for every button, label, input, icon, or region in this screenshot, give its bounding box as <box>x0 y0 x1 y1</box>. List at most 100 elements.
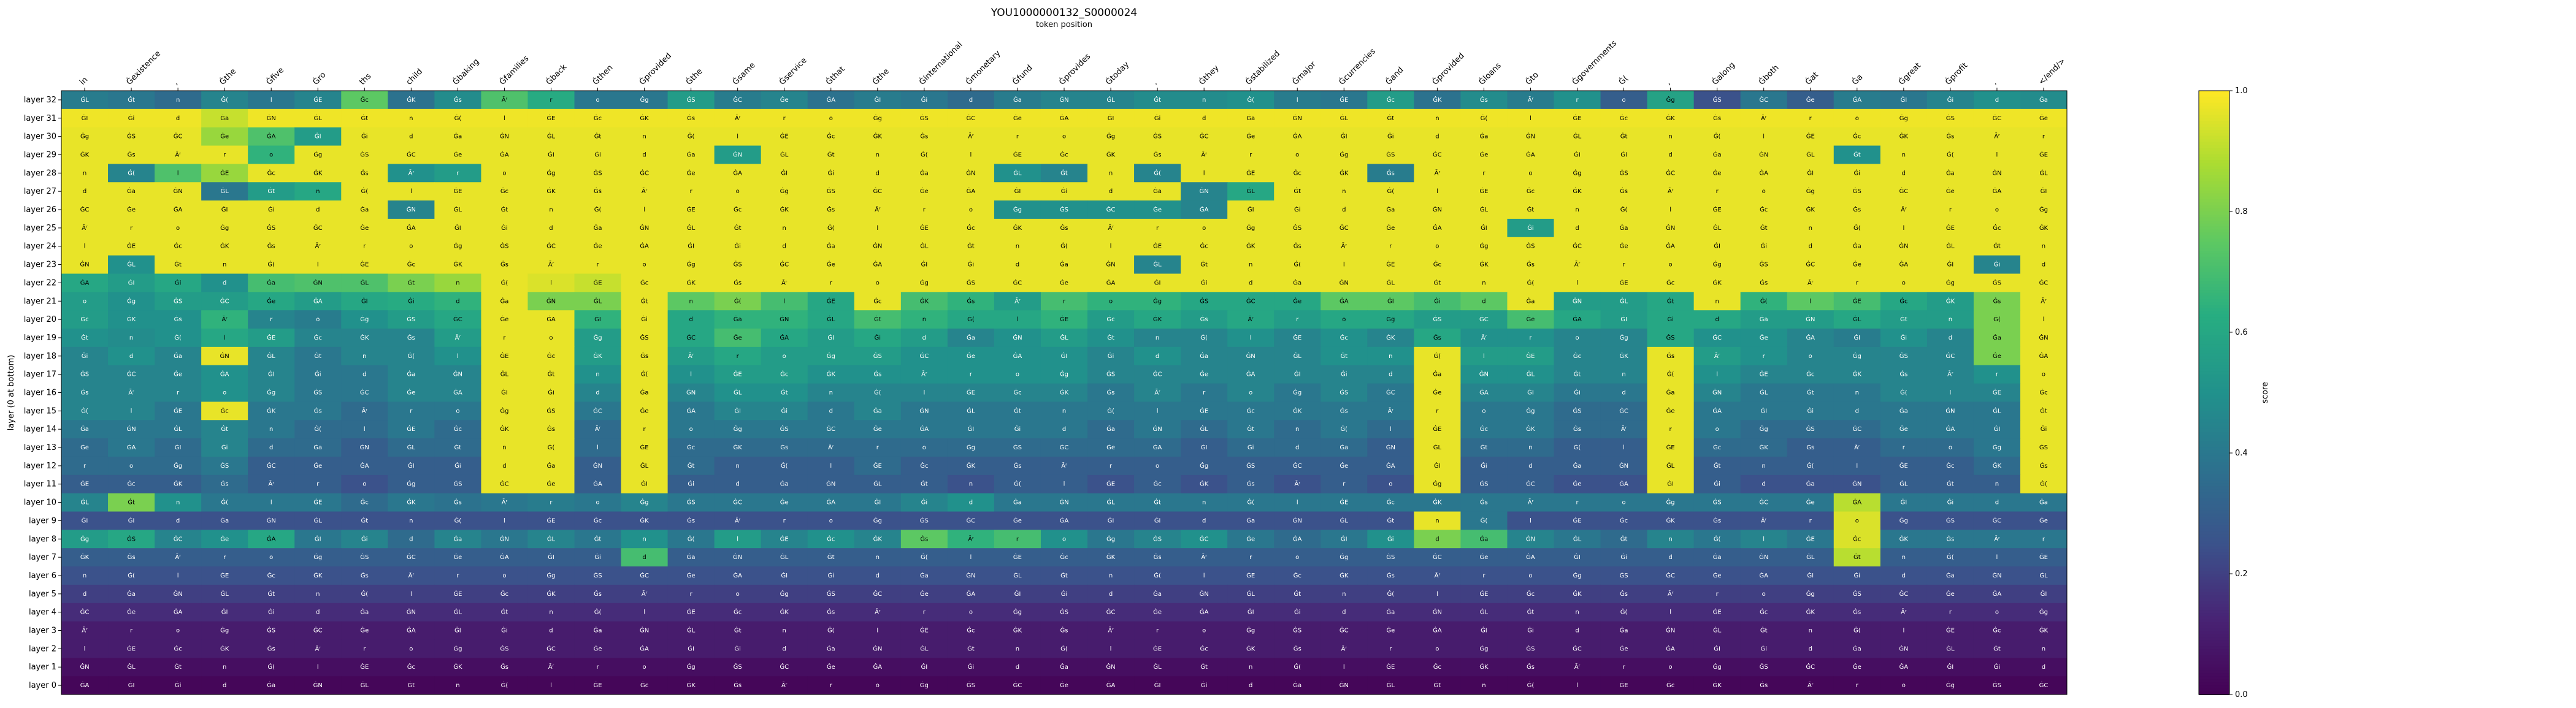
cell-token-label: Ġe <box>360 626 369 634</box>
cell-token-label: Āʳ <box>502 498 508 506</box>
colorbar-label: score <box>2261 382 2270 403</box>
cell-token-label: ĠE <box>453 590 462 598</box>
heatmap-cell <box>61 182 109 201</box>
heatmap-cell <box>761 164 808 183</box>
cell-token-label: d <box>1949 335 1952 341</box>
cell-token-label: ĠA <box>500 150 509 158</box>
heatmap-cell <box>1460 365 1508 384</box>
cell-token-label: l <box>1623 444 1625 451</box>
cell-token-label: o <box>876 280 880 286</box>
cell-token-label: n <box>736 463 740 470</box>
heatmap-cell <box>294 164 342 183</box>
cell-token-label: o <box>736 188 740 195</box>
cell-token-label: Ġs <box>1899 370 1907 378</box>
heatmap-cell <box>1740 292 1788 311</box>
heatmap-cell <box>248 127 295 147</box>
heatmap-cell <box>155 273 202 292</box>
cell-token-label: Ġi <box>1854 169 1861 177</box>
cell-token-label: Ġi <box>1994 663 2001 671</box>
y-tick-label: layer 4 <box>29 608 56 617</box>
heatmap-cell <box>621 237 669 256</box>
cell-token-label: ĠN <box>1200 187 1209 195</box>
heatmap-cell <box>1507 310 1554 329</box>
cell-token-label: ĠS <box>1713 498 1722 506</box>
cell-token-label: n <box>1668 536 1672 542</box>
cell-token-label: Āʳ <box>688 352 694 360</box>
cell-token-label: ĠA <box>1386 462 1395 470</box>
cell-token-label: ĠE <box>593 681 602 689</box>
cell-token-label: Ġ( <box>1807 462 1814 470</box>
cell-token-label: ĠK <box>500 425 509 433</box>
cell-token-label: ĠL <box>1666 462 1675 470</box>
cell-token-label: Ġe <box>1713 169 1722 177</box>
cell-token-label: Āʳ <box>455 333 461 341</box>
cell-token-label: Ġi <box>175 681 182 689</box>
heatmap-cell <box>1833 200 1881 219</box>
heatmap-cell <box>947 329 995 348</box>
heatmap-cell <box>155 108 202 128</box>
cell-token-label: ĠL <box>1480 608 1489 616</box>
cell-token-label: ĠN <box>220 352 229 360</box>
heatmap-cell <box>1367 218 1414 238</box>
cell-token-label: ĠS <box>127 535 136 542</box>
cell-token-label: Ġg <box>1013 205 1022 213</box>
heatmap-cell <box>1414 237 1461 256</box>
cell-token-label: l <box>2043 316 2045 323</box>
heatmap-cell <box>1134 145 1181 164</box>
heatmap-cell <box>574 383 622 402</box>
cell-token-label: ĠI <box>921 261 928 268</box>
heatmap-cell <box>1414 255 1461 274</box>
cell-token-label: Ġs <box>174 315 182 323</box>
cell-token-label: n <box>1062 408 1066 414</box>
cell-token-label: Ġg <box>546 571 555 579</box>
cell-token-label: ĠS <box>920 516 929 524</box>
cell-token-label: Ġs <box>81 389 89 397</box>
cell-token-label: ĠN <box>1433 608 1442 616</box>
cell-token-label: Ġi <box>548 389 554 397</box>
heatmap-cell <box>388 310 435 329</box>
cell-token-label: Ġt <box>1947 480 1954 488</box>
cell-token-label: ĠI <box>1760 406 1767 414</box>
cell-token-label: Āʳ <box>1854 443 1860 451</box>
cell-token-label: ĠA <box>407 626 416 634</box>
cell-token-label: ĠN <box>826 480 835 488</box>
cell-token-label: Āʳ <box>735 114 741 122</box>
heatmap-cell <box>1926 292 1974 311</box>
cell-token-label: ĠS <box>1993 681 2001 689</box>
cell-token-label: ĠA <box>1106 278 1116 286</box>
heatmap-cell <box>388 218 435 238</box>
cell-token-label: ĠN <box>1666 224 1675 232</box>
cell-token-label: ĠS <box>827 590 835 598</box>
cell-token-label: ĠS <box>1946 516 1955 524</box>
cell-token-label: Ġg <box>1760 425 1768 433</box>
cell-token-label: Ġi <box>1760 242 1767 250</box>
cell-token-label: ĠI <box>408 462 415 470</box>
heatmap-cell <box>248 346 295 366</box>
cell-token-label: Ġe <box>640 406 649 414</box>
heatmap-cell <box>1926 182 1974 201</box>
cell-token-label: o <box>1249 390 1252 397</box>
heatmap-cell <box>1460 237 1508 256</box>
cell-token-label: Ġg <box>2039 205 2048 213</box>
cell-token-label: ĠI <box>175 443 182 451</box>
cell-token-label: ĠI <box>781 169 788 177</box>
heatmap-cell <box>574 218 622 238</box>
cell-token-label: n <box>269 426 273 433</box>
heatmap-cell <box>341 346 388 366</box>
heatmap-cell <box>947 273 995 292</box>
heatmap-cell <box>574 127 622 147</box>
cell-token-label: Ġi <box>1201 278 1208 286</box>
cell-token-label: Ġa <box>1386 205 1395 213</box>
cell-token-label: ĠI <box>1620 315 1627 323</box>
cell-token-label: Ġt <box>1387 516 1394 524</box>
cell-token-label: Ġi <box>1341 370 1347 378</box>
colorbar-tick-label: 0.6 <box>2235 328 2248 337</box>
cell-token-label: r <box>1156 225 1159 232</box>
heatmap-cell <box>481 91 528 110</box>
heatmap-cell <box>434 108 481 128</box>
colorbar-tick-label: 0.0 <box>2235 690 2248 699</box>
heatmap-cell <box>2020 164 2068 183</box>
heatmap-cell <box>108 237 155 256</box>
cell-token-label: Ġt <box>1853 150 1861 158</box>
x-tick-label: Ġprovided <box>637 50 673 87</box>
